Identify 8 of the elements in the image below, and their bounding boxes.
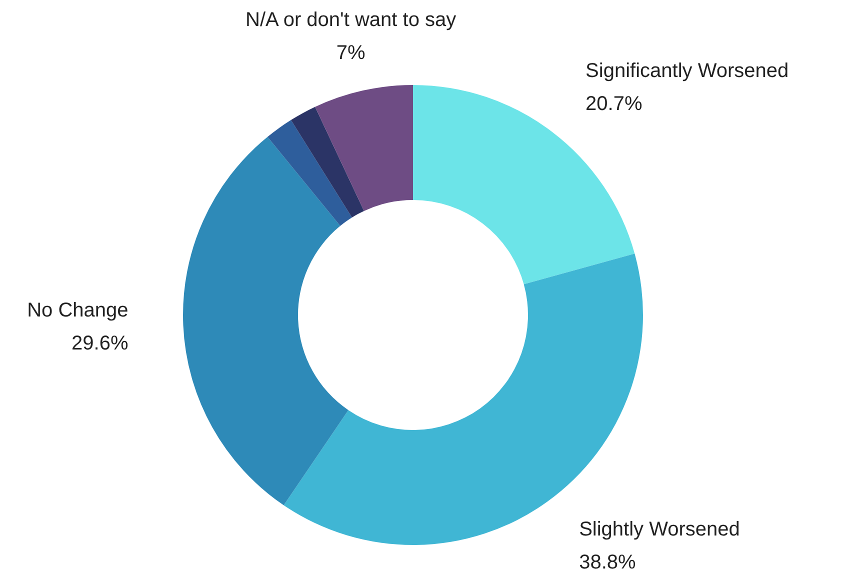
data-label: 38.8% [579, 552, 636, 574]
slice-label: No Change [27, 300, 128, 322]
slice-label: Slightly Worsened [579, 518, 740, 541]
data-label: 20.7% [586, 93, 642, 116]
slice-label: Significantly Worsened [586, 60, 789, 82]
data-label: 7% [336, 42, 366, 64]
data-label: 29.6% [72, 332, 128, 355]
slice-label: N/A or don't want to say [246, 8, 456, 31]
